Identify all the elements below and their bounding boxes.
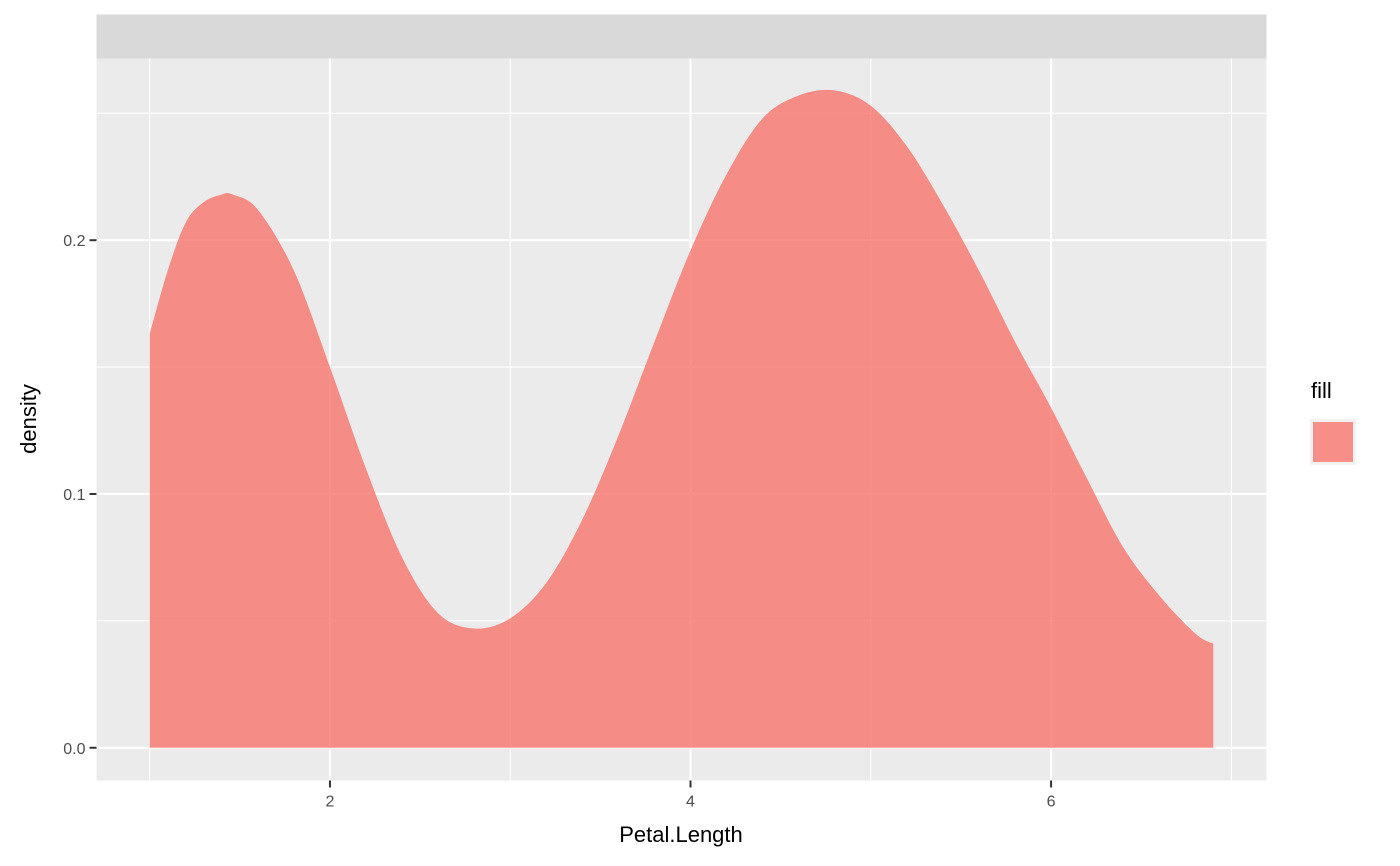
x-tick-label: 6 xyxy=(1047,794,1056,811)
x-axis-title: Petal.Length xyxy=(619,822,743,847)
x-tick-label: 2 xyxy=(326,794,335,811)
y-tick-label: 0.0 xyxy=(63,741,85,758)
y-axis-ticks: 0.0 0.1 0.2 xyxy=(63,233,97,758)
legend-title: fill xyxy=(1311,378,1332,403)
y-tick-label: 0.2 xyxy=(63,233,85,250)
legend-key-swatch xyxy=(1313,422,1353,462)
facet-strip xyxy=(96,14,1267,59)
density-area xyxy=(149,89,1214,748)
y-axis-title: density xyxy=(16,384,41,454)
y-tick-label: 0.1 xyxy=(63,487,85,504)
x-axis-ticks: 2 4 6 xyxy=(326,780,1056,811)
x-tick-label: 4 xyxy=(686,794,695,811)
